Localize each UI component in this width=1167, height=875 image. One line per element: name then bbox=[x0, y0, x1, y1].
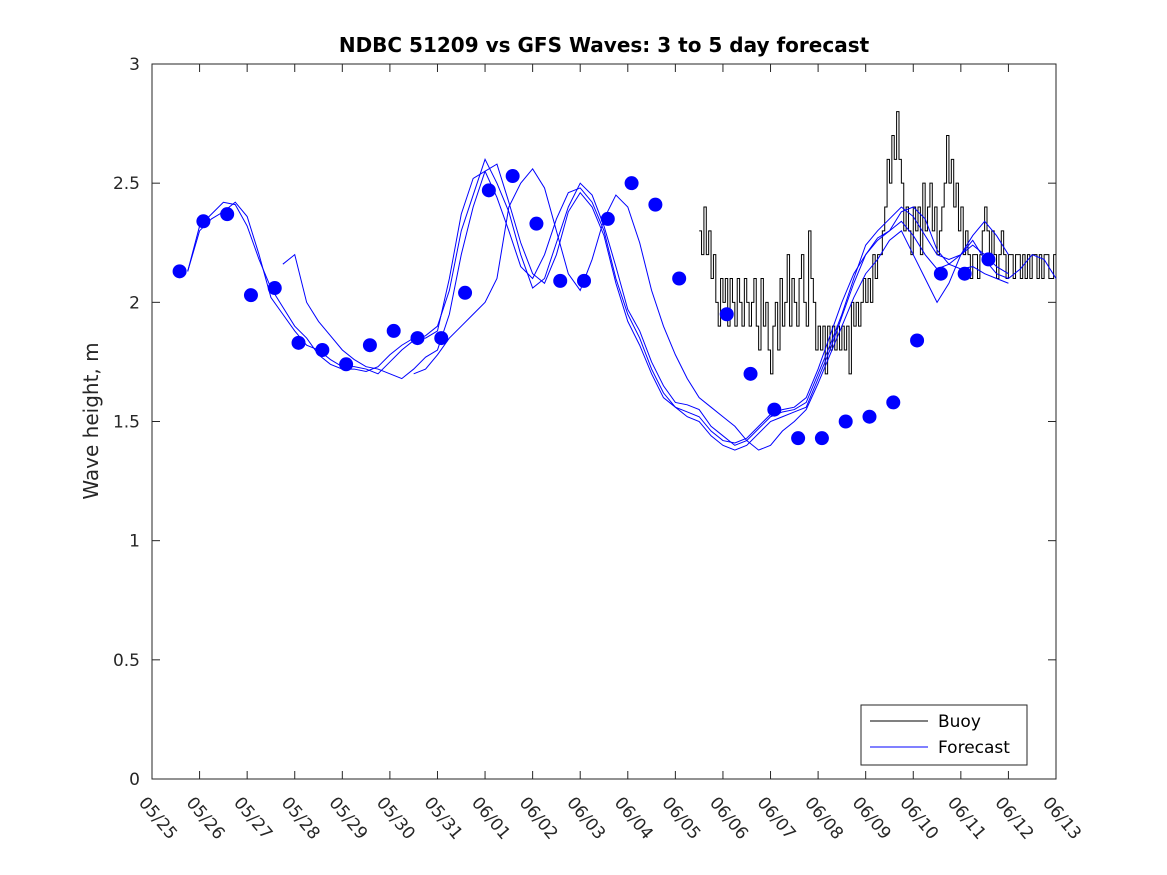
forecast-marker bbox=[529, 216, 544, 231]
forecast-marker bbox=[339, 357, 354, 372]
legend: Buoy Forecast bbox=[860, 704, 1028, 766]
y-tick-label: 2.5 bbox=[113, 174, 140, 194]
forecast-line bbox=[282, 163, 1009, 451]
forecast-marker bbox=[743, 366, 758, 381]
forecast-marker bbox=[577, 273, 592, 288]
buoy-series bbox=[699, 111, 1056, 375]
forecast-marker bbox=[814, 431, 829, 446]
forecast-marker bbox=[624, 176, 639, 191]
forecast-line bbox=[413, 168, 1057, 451]
forecast-marker bbox=[791, 431, 806, 446]
forecast-marker bbox=[220, 207, 235, 222]
forecast-marker bbox=[672, 271, 687, 286]
forecast-marker bbox=[957, 266, 972, 281]
forecast-marker bbox=[315, 343, 330, 357]
y-tick-label: 1.5 bbox=[113, 413, 140, 433]
chart-title: NDBC 51209 vs GFS Waves: 3 to 5 day fore… bbox=[339, 33, 870, 57]
forecast-line bbox=[187, 170, 1009, 444]
forecast-marker bbox=[862, 409, 877, 424]
forecast-marker bbox=[267, 281, 282, 296]
y-tick-label: 0.5 bbox=[113, 651, 140, 671]
y-tick-label: 3 bbox=[129, 55, 140, 75]
forecast-marker bbox=[410, 331, 425, 346]
forecast-marker bbox=[886, 395, 901, 410]
y-tick-label: 2 bbox=[129, 293, 140, 313]
forecast-marker bbox=[481, 183, 496, 198]
forecast-marker bbox=[362, 338, 377, 353]
y-tick-label: 0 bbox=[129, 770, 140, 790]
forecast-marker bbox=[767, 402, 782, 417]
plot-area bbox=[151, 63, 1057, 780]
forecast-marker bbox=[933, 266, 948, 281]
forecast-marker bbox=[386, 323, 401, 338]
forecast-marker bbox=[600, 211, 615, 226]
forecast-marker bbox=[505, 169, 520, 184]
forecast-marker bbox=[291, 335, 306, 350]
y-axis-label: Wave height, m bbox=[79, 342, 103, 499]
forecast-marker bbox=[172, 264, 187, 279]
forecast-marker bbox=[458, 285, 473, 300]
legend-forecast-label: Forecast bbox=[938, 738, 1010, 758]
forecast-marker bbox=[981, 252, 996, 267]
forecast-marker bbox=[648, 197, 663, 212]
buoy-line bbox=[699, 111, 1056, 375]
forecast-markers bbox=[172, 169, 996, 446]
forecast-marker bbox=[838, 414, 853, 429]
y-axis: 0 0.5 1 1.5 2 2.5 3 bbox=[113, 55, 1056, 790]
axes-box bbox=[151, 63, 1057, 780]
legend-box bbox=[860, 704, 1028, 766]
forecast-marker bbox=[243, 288, 258, 303]
forecast-marker bbox=[196, 214, 211, 229]
forecast-marker bbox=[434, 331, 449, 346]
forecast-marker bbox=[910, 333, 925, 348]
forecast-marker bbox=[553, 273, 568, 288]
legend-buoy-label: Buoy bbox=[938, 712, 981, 732]
forecast-marker bbox=[719, 307, 734, 322]
y-tick-label: 1 bbox=[129, 532, 140, 552]
